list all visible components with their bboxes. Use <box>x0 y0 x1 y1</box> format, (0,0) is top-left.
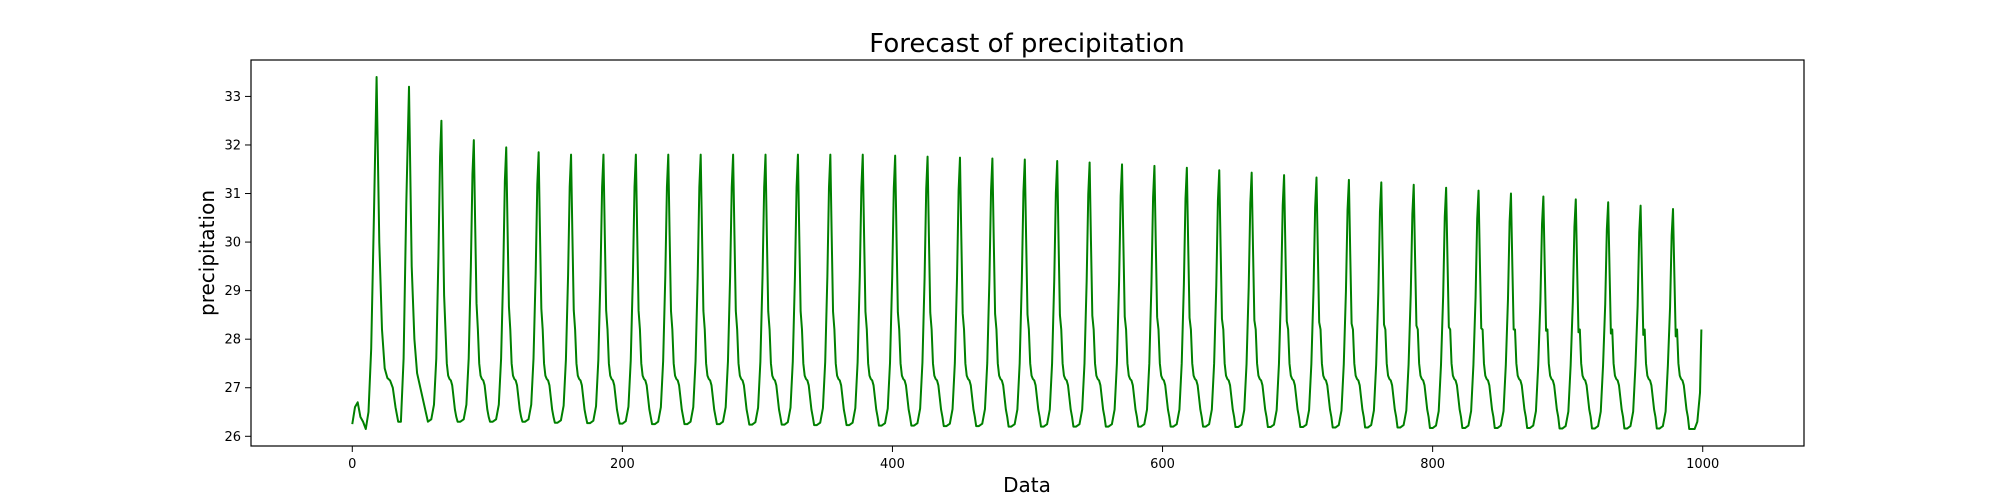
y-tick-label: 33 <box>224 90 241 105</box>
x-tick-label: 400 <box>880 457 905 472</box>
y-tick-label: 26 <box>224 430 241 445</box>
y-axis-ticks: 26 27 28 29 30 31 32 33 <box>224 90 251 445</box>
precipitation-line <box>351 75 1703 431</box>
x-axis-label: Data <box>1003 473 1051 497</box>
x-tick-label: 1000 <box>1686 457 1719 472</box>
y-tick-label: 32 <box>224 138 241 153</box>
y-axis-label: precipitation <box>195 190 219 316</box>
x-tick-label: 200 <box>610 457 635 472</box>
y-tick-label: 28 <box>224 333 241 348</box>
x-tick-label: 600 <box>1150 457 1175 472</box>
plot-frame <box>250 59 1805 447</box>
y-tick-label: 31 <box>224 187 241 202</box>
y-tick-label: 29 <box>224 284 241 299</box>
x-tick-label: 800 <box>1420 457 1445 472</box>
x-tick-label: 0 <box>348 457 356 472</box>
chart-title: Forecast of precipitation <box>869 29 1184 59</box>
y-tick-label: 27 <box>224 381 241 396</box>
x-axis-ticks: 0 200 400 600 800 1000 <box>348 446 1719 472</box>
y-tick-label: 30 <box>224 236 241 251</box>
